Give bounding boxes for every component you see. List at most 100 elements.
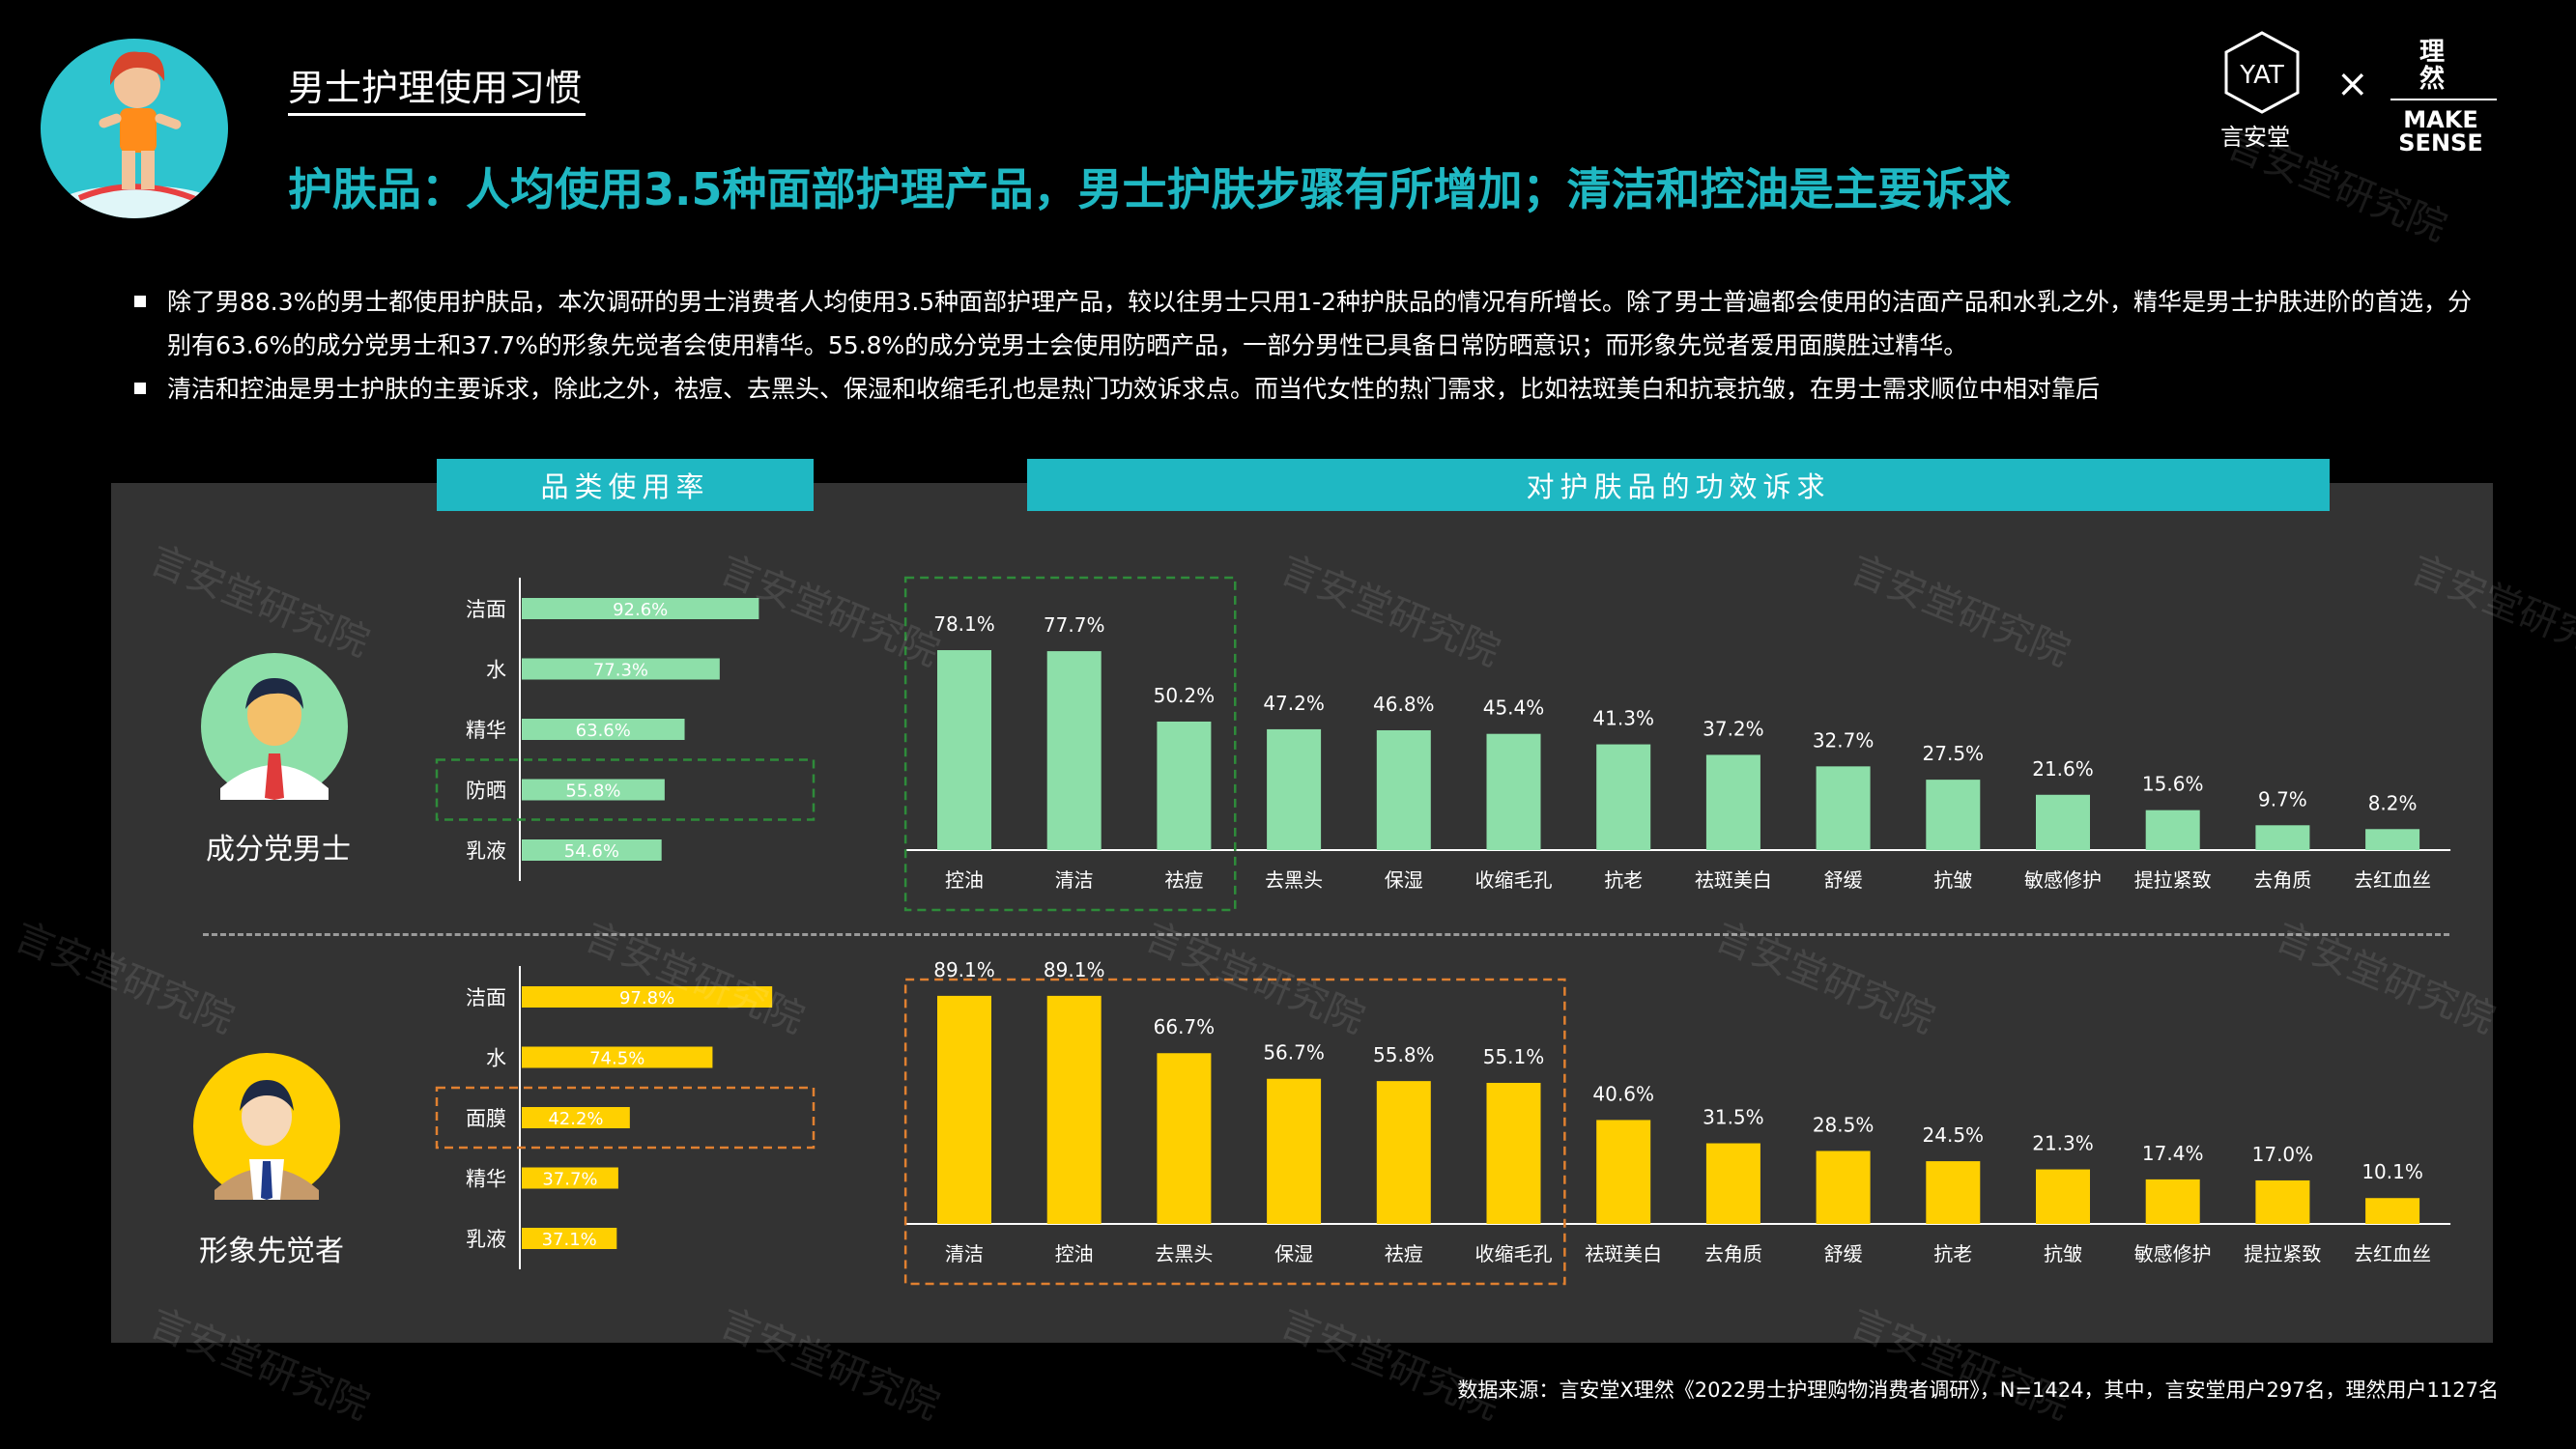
panel-header-right: 对护肤品的功效诉求 (1027, 459, 2330, 511)
avatar-ingredient-male (201, 653, 348, 804)
vbar-category-label: 去黑头 (1155, 1242, 1213, 1265)
highlight-box (435, 1086, 816, 1150)
vbar-value-label: 89.1% (933, 958, 995, 981)
hbar-category-label: 防晒 (466, 780, 506, 803)
logo-divider (2390, 99, 2497, 100)
vbar-value-label: 78.1% (933, 612, 995, 636)
vbar-category-label: 敏感修护 (2134, 1242, 2212, 1265)
hbar-value-label: 74.5% (589, 1049, 644, 1069)
vbar-category-label: 祛斑美白 (1695, 868, 1772, 892)
hbar-bar (522, 1228, 617, 1249)
vbar-value-label: 46.8% (1373, 693, 1435, 716)
vbar-category-label: 保湿 (1385, 868, 1423, 892)
logo-left-text: 言安堂 (2220, 124, 2290, 151)
vbar-value-label: 55.1% (1483, 1045, 1545, 1068)
vbar-category-label: 控油 (945, 868, 984, 892)
hbar-value-label: 92.6% (613, 600, 668, 620)
hbar-category-label: 乳液 (466, 839, 506, 863)
hbar-bar (522, 598, 759, 619)
vbar-value-label: 41.3% (1592, 707, 1654, 730)
vbar-category-label: 抗老 (1604, 868, 1643, 892)
highlight-box (903, 978, 1566, 1286)
hbar-bar (522, 719, 685, 740)
vbar-value-label: 31.5% (1703, 1106, 1764, 1129)
vbar-category-label: 提拉紧致 (2134, 868, 2212, 892)
hbar-category-label: 洁面 (466, 598, 506, 621)
vbar-value-label: 37.2% (1703, 717, 1764, 740)
bullet-1: 除了男88.3%的男士都使用护肤品，本次调研的男士消费者人均使用3.5种面部护理… (130, 280, 2488, 367)
vbar-category-label: 去角质 (1704, 1242, 1762, 1265)
headline: 护肤品：人均使用3.5种面部护理产品，男士护肤步骤有所增加；清洁和控油是主要诉求 (288, 163, 2012, 215)
hbar-category-label: 水 (486, 1047, 506, 1070)
vbar-value-label: 9.7% (2258, 787, 2307, 810)
vbar-category-label: 敏感修护 (2024, 868, 2102, 892)
hbar-bar (522, 986, 773, 1008)
vbar-category-label: 控油 (1055, 1242, 1094, 1265)
vbar-bar (1267, 728, 1322, 850)
persona-label-1: 成分党男士 (206, 833, 351, 867)
vbar-bar (2255, 825, 2310, 850)
vbar-category-label: 去角质 (2253, 868, 2311, 892)
vbar-value-label: 10.1% (2361, 1160, 2423, 1183)
yat-logo-icon: YAT (2224, 31, 2300, 114)
vbar-bar (1596, 744, 1651, 850)
brand-logos: YAT 言安堂 × 理 然 MAKE SENSE (2218, 29, 2537, 155)
persona-label-2: 形象先觉者 (199, 1235, 344, 1268)
avatar-image-male (193, 1053, 340, 1204)
hbar-value-label: 42.2% (548, 1109, 603, 1129)
vbar-bar (2145, 810, 2200, 850)
vbar-category-label: 抗皱 (2044, 1242, 2082, 1265)
logo-right-cn: 理 然 (2419, 38, 2446, 94)
vbar-bar (2036, 1169, 2090, 1224)
hbar-bar (522, 779, 665, 801)
vbar-bar (1376, 729, 1431, 850)
vbar-category-label: 提拉紧致 (2244, 1242, 2321, 1265)
vbar-bar (2255, 1179, 2310, 1224)
hbar-value-label: 77.3% (593, 661, 648, 681)
hbar-bar (522, 839, 662, 861)
hbar-bar (522, 1046, 713, 1068)
vbar-category-label: 祛斑美白 (1585, 1242, 1662, 1265)
vbar-category-label: 去红血丝 (2354, 1242, 2431, 1265)
vbar-value-label: 17.4% (2142, 1142, 2204, 1165)
vbar-value-label: 32.7% (1813, 728, 1875, 752)
hbar-category-label: 洁面 (466, 986, 506, 1009)
hbar-value-label: 55.8% (565, 781, 620, 802)
group-divider (203, 933, 2449, 936)
hbar-value-label: 54.6% (564, 841, 619, 862)
vbar-value-label: 17.0% (2252, 1143, 2314, 1166)
vbar-value-label: 8.2% (2368, 791, 2418, 814)
vbar-bar (1046, 651, 1102, 850)
section-title: 男士护理使用习惯 (288, 67, 583, 109)
vbar-bar (1705, 1143, 1760, 1224)
hbar-category-label: 面膜 (466, 1107, 506, 1130)
vbar-value-label: 27.5% (1923, 742, 1985, 765)
vbar-bar (1926, 780, 1981, 850)
vbar-value-label: 40.6% (1592, 1082, 1654, 1105)
highlight-box (903, 576, 1237, 912)
vbar-category-label: 去黑头 (1265, 868, 1323, 892)
summary-bullets: 除了男88.3%的男士都使用护肤品，本次调研的男士消费者人均使用3.5种面部护理… (130, 280, 2488, 411)
hbar-category-label: 乳液 (466, 1228, 506, 1251)
vbar-category-label: 清洁 (945, 1242, 984, 1265)
highlight-box (435, 758, 816, 821)
logo-right-en: MAKE SENSE (2398, 106, 2483, 156)
vbar-category-label: 祛痘 (1164, 868, 1203, 892)
hbar-category-label: 精华 (466, 719, 506, 742)
vbar-bar (1816, 1151, 1871, 1224)
vbar-bar (1376, 1081, 1431, 1224)
vbar-bar (937, 995, 991, 1224)
vbar-category-label: 保湿 (1274, 1242, 1313, 1265)
hbar-bar (522, 1107, 630, 1128)
vbar-bar (937, 650, 991, 850)
vbar-value-label: 55.8% (1373, 1043, 1435, 1066)
vbar-bar (1705, 754, 1760, 850)
vbar-bar (2145, 1179, 2200, 1224)
bullet-2: 清洁和控油是男士护肤的主要诉求，除此之外，祛痘、去黑头、保湿和收缩毛孔也是热门功… (130, 367, 2488, 411)
vbar-value-label: 21.6% (2032, 757, 2094, 781)
vbar-value-label: 56.7% (1263, 1041, 1325, 1065)
vbar-category-label: 舒缓 (1824, 868, 1863, 892)
vbar-bar (2036, 794, 2090, 850)
